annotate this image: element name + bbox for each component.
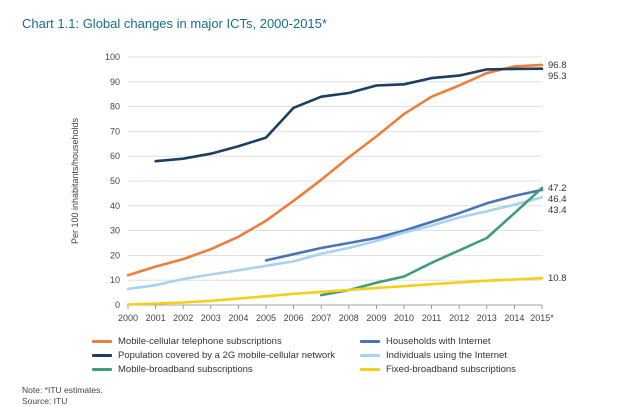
x-tick-label: 2015* bbox=[530, 313, 554, 323]
series-line-4 bbox=[319, 186, 544, 297]
legend-item: Mobile-broadband subscriptions bbox=[92, 364, 360, 375]
legend-swatch bbox=[360, 368, 380, 371]
series-line-3 bbox=[126, 196, 544, 291]
chart-note: Note: *ITU estimates. Source: ITU bbox=[22, 385, 103, 407]
x-tick-label: 2004 bbox=[228, 313, 248, 323]
chart-title: Chart 1.1: Global changes in major ICTs,… bbox=[22, 16, 327, 31]
x-tick-label: 2008 bbox=[339, 313, 359, 323]
x-tick-label: 2005 bbox=[256, 313, 276, 323]
y-tick-label: 70 bbox=[110, 126, 120, 136]
y-tick-label: 90 bbox=[110, 77, 120, 87]
x-tick-label: 2010 bbox=[394, 313, 414, 323]
legend-label: Mobile-broadband subscriptions bbox=[118, 364, 253, 375]
y-tick-label: 100 bbox=[105, 52, 120, 62]
legend-item: Fixed-broadband subscriptions bbox=[360, 364, 560, 375]
series-line-0 bbox=[126, 63, 544, 277]
legend-label: Population covered by a 2G mobile-cellul… bbox=[118, 350, 336, 361]
x-tick-label: 2001 bbox=[146, 313, 166, 323]
x-tick-label: 2006 bbox=[284, 313, 304, 323]
legend-swatch bbox=[92, 368, 112, 371]
series-line-5 bbox=[126, 276, 544, 306]
chart-legend: Mobile-cellular telephone subscriptions H… bbox=[92, 336, 552, 375]
end-value-label: 43.4 bbox=[548, 205, 567, 216]
y-tick-label: 20 bbox=[110, 250, 120, 260]
x-tick-label: 2007 bbox=[311, 313, 331, 323]
legend-item: Individuals using the Internet bbox=[360, 350, 560, 361]
legend-item: Population covered by a 2G mobile-cellul… bbox=[92, 350, 360, 361]
end-value-label: 96.8 bbox=[548, 60, 567, 71]
x-tick-label: 2014 bbox=[504, 313, 524, 323]
x-tick-label: 2002 bbox=[173, 313, 193, 323]
legend-label: Households with Internet bbox=[386, 336, 491, 347]
y-tick-label: 40 bbox=[110, 201, 120, 211]
legend-label: Mobile-cellular telephone subscriptions bbox=[118, 336, 282, 347]
legend-swatch bbox=[92, 340, 112, 343]
x-tick-label: 2011 bbox=[422, 313, 441, 323]
legend-item: Mobile-cellular telephone subscriptions bbox=[92, 336, 360, 347]
legend-swatch bbox=[360, 340, 380, 343]
series-line-1 bbox=[154, 67, 544, 163]
y-tick-label: 80 bbox=[110, 102, 120, 112]
series-line-2 bbox=[264, 188, 544, 262]
legend-swatch bbox=[360, 354, 380, 357]
y-tick-label: 0 bbox=[115, 300, 120, 310]
y-tick-label: 10 bbox=[110, 275, 120, 285]
y-tick-label: 30 bbox=[110, 226, 120, 236]
end-value-label: 47.2 bbox=[548, 183, 567, 194]
legend-label: Individuals using the Internet bbox=[386, 350, 507, 361]
end-value-label: 95.3 bbox=[548, 71, 567, 82]
note-text: Note: *ITU estimates. bbox=[22, 385, 103, 395]
x-tick-label: 2000 bbox=[118, 313, 138, 323]
legend-swatch bbox=[92, 354, 112, 357]
x-tick-label: 2013 bbox=[477, 313, 497, 323]
y-axis-label: Per 100 inhabitants/households bbox=[70, 117, 80, 244]
x-tick-label: 2012 bbox=[449, 313, 469, 323]
legend-label: Fixed-broadband subscriptions bbox=[386, 364, 516, 375]
x-tick-label: 2009 bbox=[366, 313, 386, 323]
y-tick-label: 60 bbox=[110, 151, 120, 161]
source-text: Source: ITU bbox=[22, 396, 68, 406]
x-tick-label: 2003 bbox=[201, 313, 221, 323]
legend-item: Households with Internet bbox=[360, 336, 560, 347]
y-tick-label: 50 bbox=[110, 176, 120, 186]
end-value-label: 10.8 bbox=[548, 273, 567, 284]
end-value-label: 46.4 bbox=[548, 194, 567, 205]
